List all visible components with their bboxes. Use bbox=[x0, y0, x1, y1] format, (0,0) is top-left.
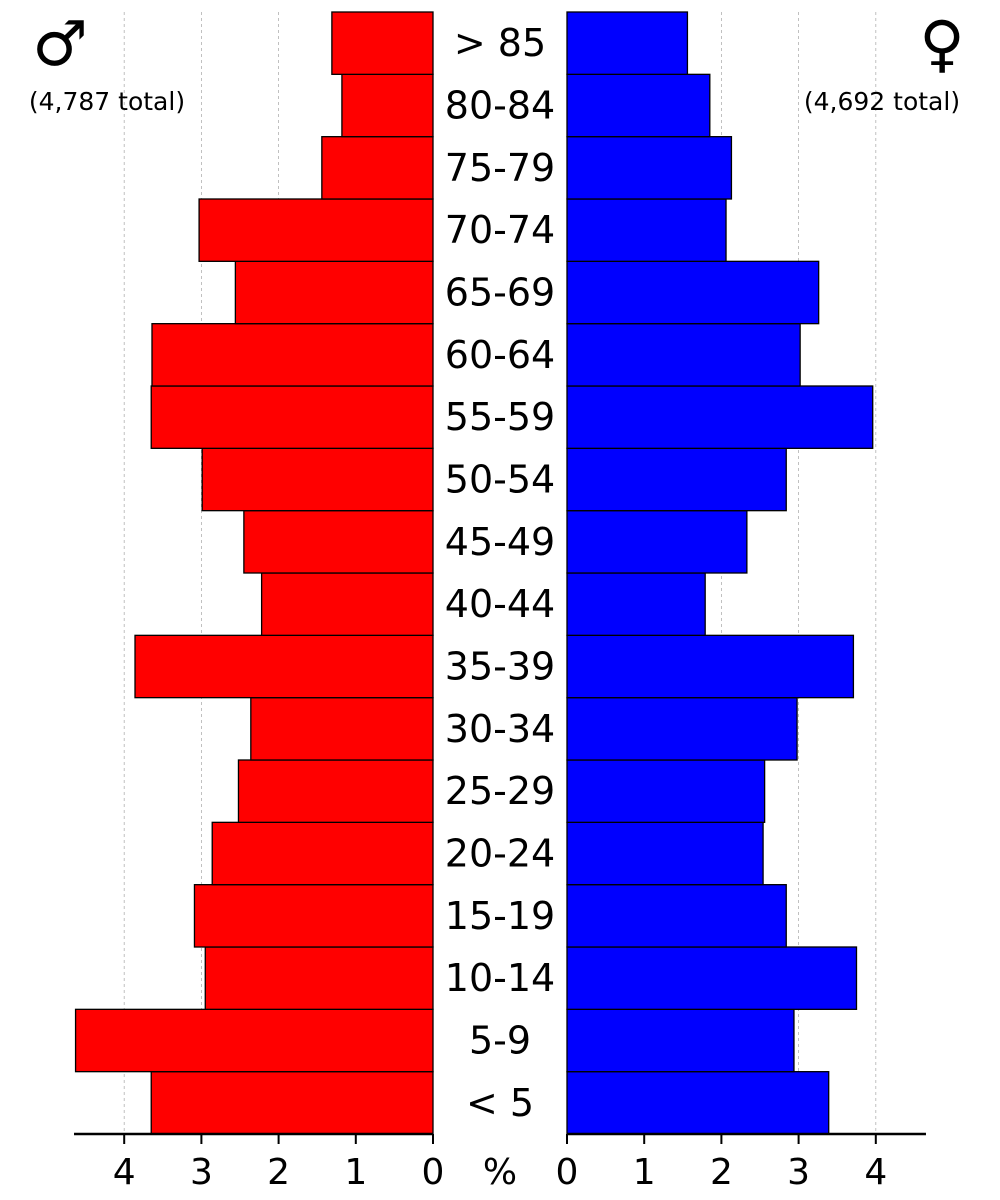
female-symbol-icon: ♀ bbox=[919, 7, 964, 80]
age-label-17: > 85 bbox=[454, 21, 546, 65]
female-bar-8 bbox=[566, 572, 706, 636]
age-label-10: 50-54 bbox=[445, 458, 555, 502]
x-axis-ticks: 0 0 1 1 2 2 3 3 4 4 bbox=[113, 1134, 887, 1193]
tick-label-left-1: 1 bbox=[344, 1152, 367, 1193]
male-bar-0 bbox=[150, 1071, 434, 1135]
age-label-15: 75-79 bbox=[445, 146, 555, 190]
female-bar-10 bbox=[566, 447, 787, 512]
age-label-11: 55-59 bbox=[445, 395, 555, 439]
female-bar-11 bbox=[566, 385, 874, 449]
male-bar-14 bbox=[198, 198, 434, 262]
age-label-6: 30-34 bbox=[445, 707, 555, 751]
female-bar-2 bbox=[566, 946, 858, 1010]
female-bars bbox=[566, 11, 874, 1135]
female-bar-17 bbox=[566, 11, 689, 75]
tick-label-right-0: 0 bbox=[556, 1152, 579, 1193]
male-symbol-icon: ♂ bbox=[32, 7, 88, 80]
female-bar-9 bbox=[566, 510, 748, 574]
male-bars bbox=[74, 11, 434, 1135]
age-label-2: 10-14 bbox=[445, 956, 555, 1000]
male-bar-11 bbox=[150, 385, 434, 449]
percent-unit-label: % bbox=[483, 1152, 517, 1193]
female-bar-0 bbox=[566, 1071, 830, 1135]
female-bar-1 bbox=[566, 1008, 795, 1073]
age-label-0: < 5 bbox=[466, 1081, 534, 1125]
age-label-8: 40-44 bbox=[445, 582, 555, 626]
female-bar-4 bbox=[566, 821, 764, 886]
female-bar-12 bbox=[566, 323, 801, 387]
male-bar-10 bbox=[201, 447, 434, 512]
tick-label-right-1: 1 bbox=[633, 1152, 656, 1193]
age-label-16: 80-84 bbox=[445, 84, 555, 128]
tick-label-right-4: 4 bbox=[864, 1152, 887, 1193]
age-label-4: 20-24 bbox=[445, 832, 555, 876]
tick-label-right-2: 2 bbox=[710, 1152, 733, 1193]
tick-label-left-2: 2 bbox=[267, 1152, 290, 1193]
male-bar-4 bbox=[211, 821, 434, 886]
female-bar-14 bbox=[566, 198, 727, 262]
tick-label-right-3: 3 bbox=[787, 1152, 810, 1193]
age-label-5: 25-29 bbox=[445, 769, 555, 813]
age-label-13: 65-69 bbox=[445, 271, 555, 315]
male-bar-2 bbox=[204, 946, 434, 1010]
female-bar-6 bbox=[566, 697, 798, 761]
male-bar-9 bbox=[243, 510, 434, 574]
male-bar-8 bbox=[260, 572, 434, 636]
male-bar-5 bbox=[237, 759, 434, 823]
male-bar-13 bbox=[234, 260, 434, 325]
male-bar-15 bbox=[321, 136, 434, 200]
male-bar-12 bbox=[151, 323, 434, 387]
male-bar-3 bbox=[193, 884, 434, 948]
male-total-label: (4,787 total) bbox=[29, 87, 185, 116]
male-bar-16 bbox=[341, 73, 434, 138]
age-label-1: 5-9 bbox=[469, 1019, 531, 1063]
female-bar-16 bbox=[566, 73, 711, 138]
female-bar-13 bbox=[566, 260, 820, 325]
female-bar-7 bbox=[566, 634, 855, 699]
tick-label-left-4: 4 bbox=[113, 1152, 136, 1193]
male-bar-1 bbox=[74, 1008, 434, 1073]
age-group-labels: < 5 5-9 10-14 15-19 20-24 25-29 30-34 35-39 40-4… bbox=[445, 21, 555, 1125]
age-label-3: 15-19 bbox=[445, 894, 555, 938]
age-label-9: 45-49 bbox=[445, 520, 555, 564]
female-total-label: (4,692 total) bbox=[804, 87, 960, 116]
tick-label-left-0: 0 bbox=[422, 1152, 445, 1193]
age-label-14: 70-74 bbox=[445, 208, 555, 252]
female-bar-15 bbox=[566, 136, 733, 200]
male-bar-17 bbox=[331, 11, 434, 75]
age-label-7: 35-39 bbox=[445, 645, 555, 689]
male-bar-7 bbox=[134, 634, 434, 699]
tick-label-left-3: 3 bbox=[190, 1152, 213, 1193]
age-label-12: 60-64 bbox=[445, 333, 555, 377]
female-bar-5 bbox=[566, 759, 766, 823]
female-bar-3 bbox=[566, 884, 787, 948]
male-bar-6 bbox=[250, 697, 434, 761]
